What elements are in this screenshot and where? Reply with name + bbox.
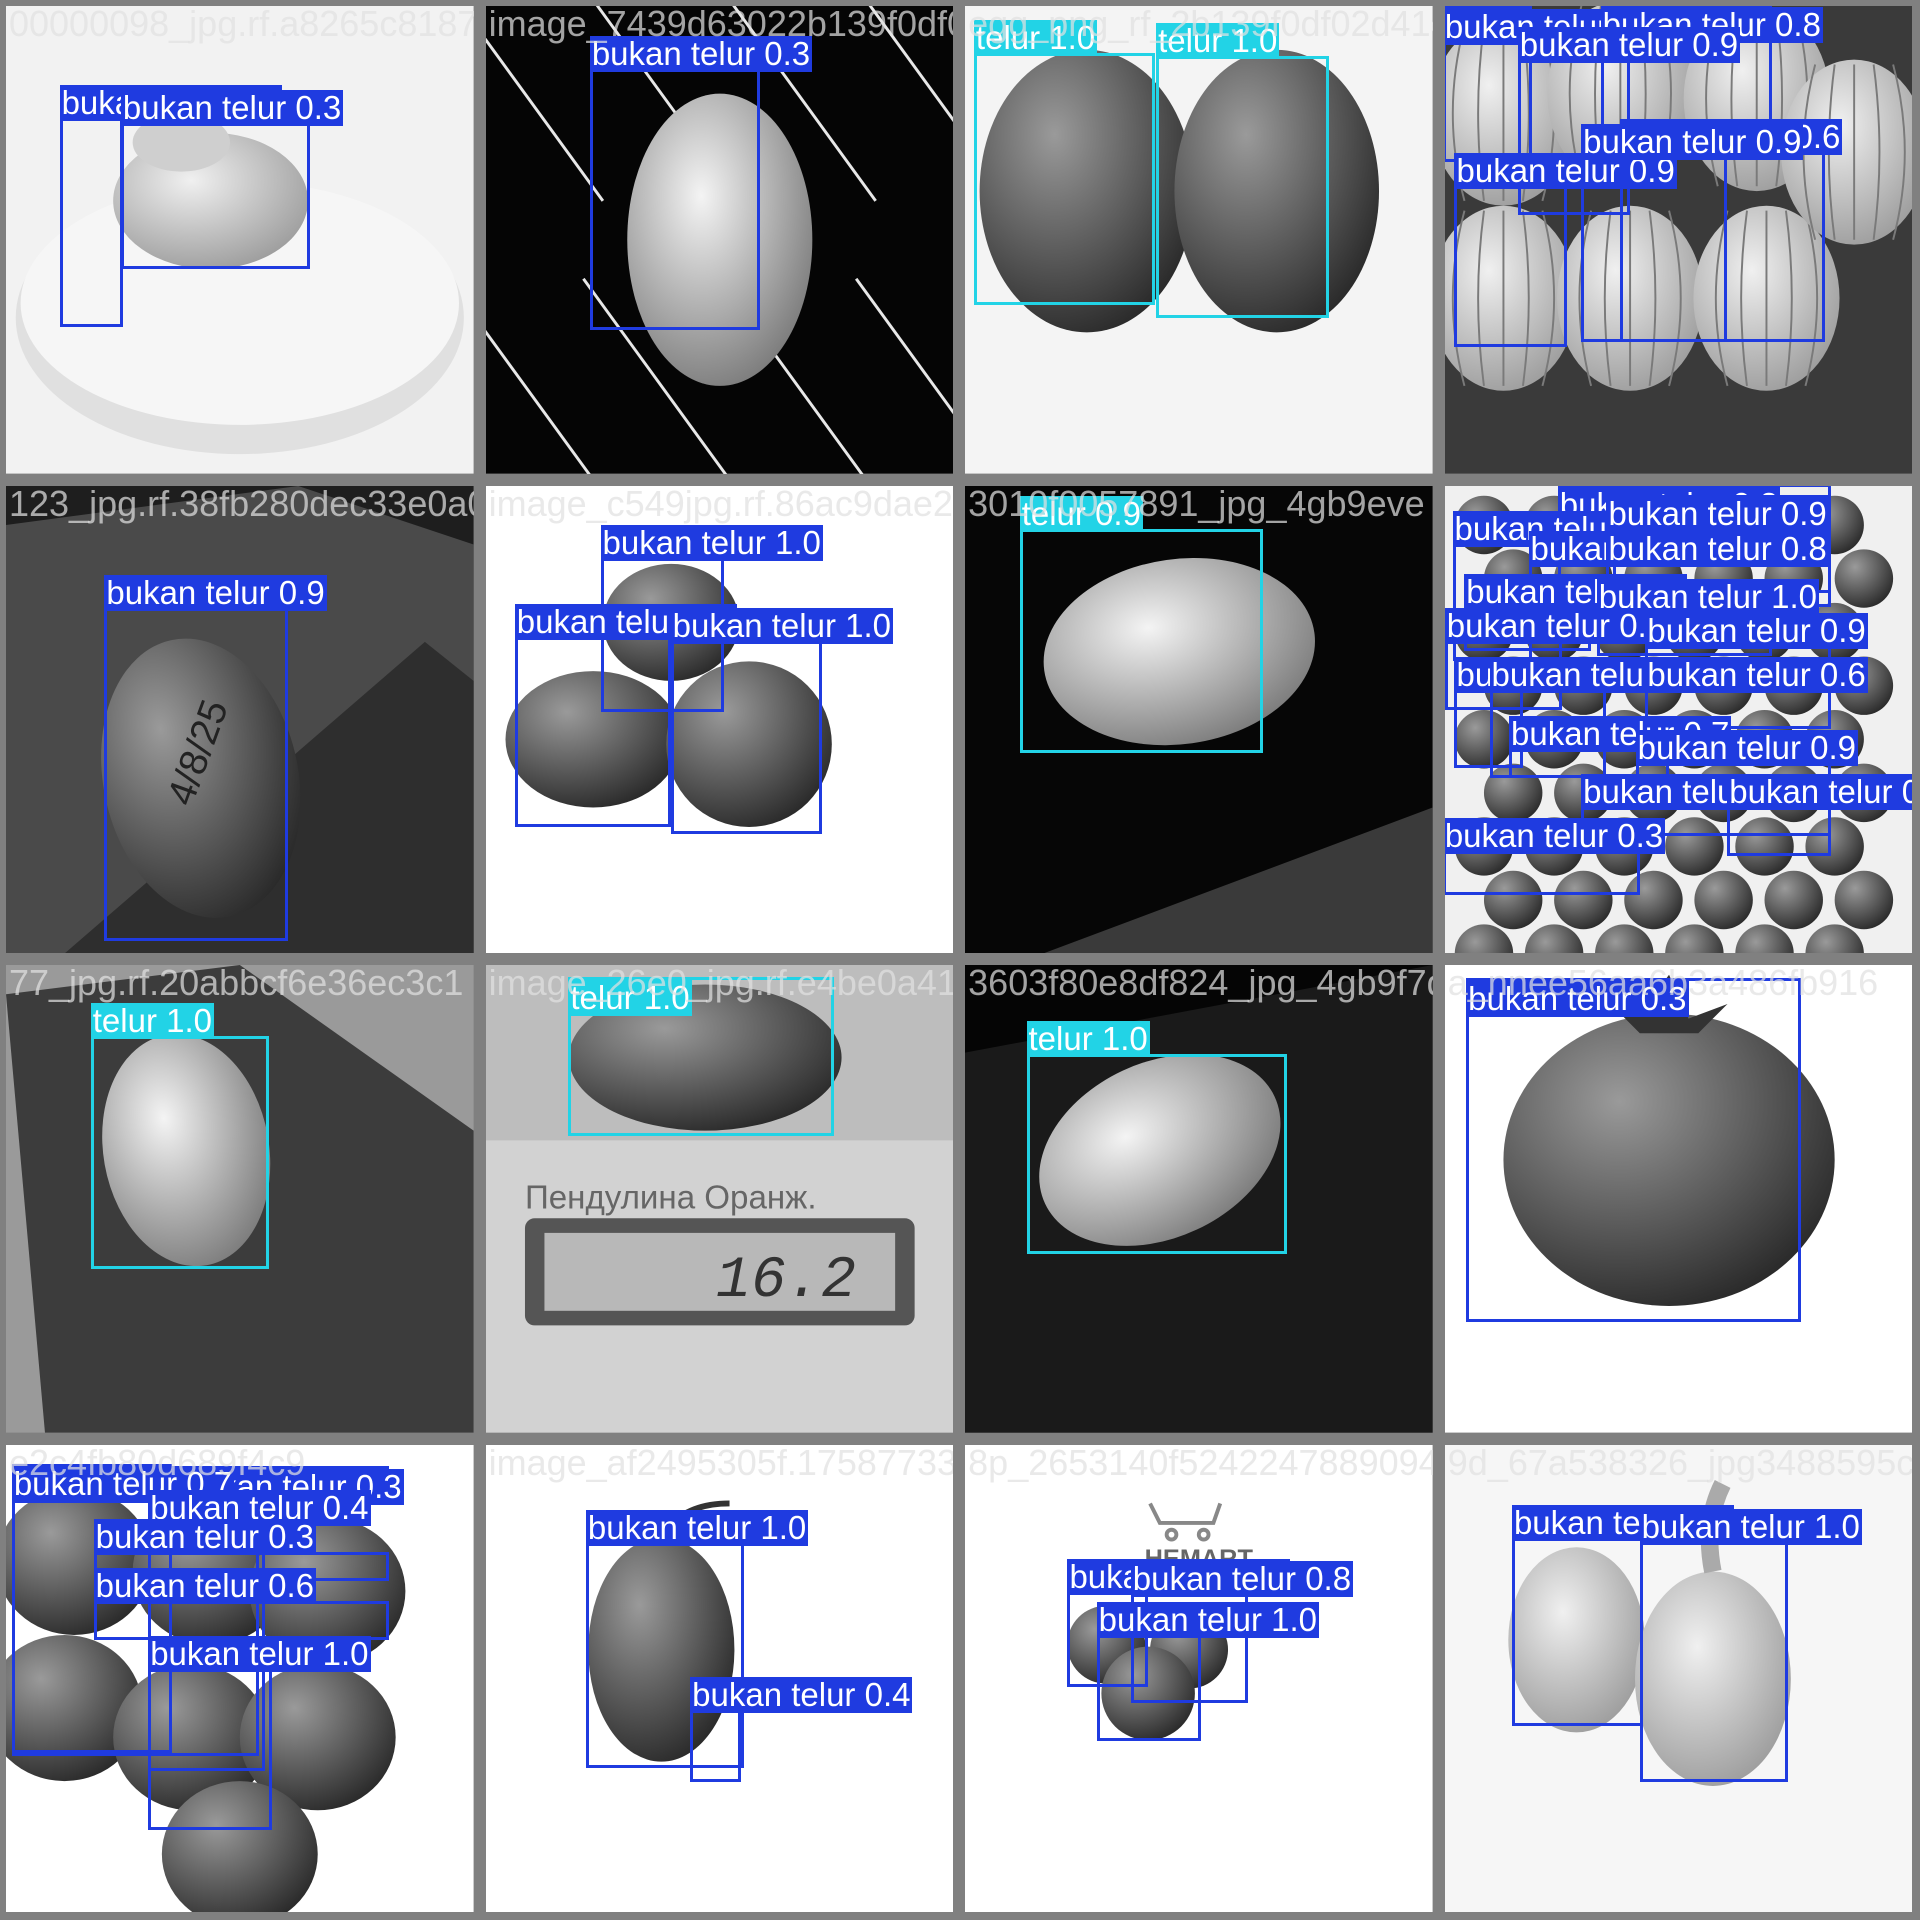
detection-box: telur 1.0	[973, 19, 1156, 306]
detection-label: bukan telur 0.3	[120, 88, 344, 126]
detection-label: bukan telur 0.9	[1581, 122, 1804, 160]
detection-box: bukan telur 1.0	[1639, 1509, 1862, 1782]
detection-label: telur 0.9	[1019, 495, 1143, 533]
detection-box: bukan telur 0.9	[1454, 153, 1677, 347]
result-tile: telur 0.9 3010f0057891_jpg_4gb9eve	[965, 485, 1433, 954]
detection-box: telur 1.0	[90, 1003, 269, 1270]
tile-image	[965, 485, 1433, 954]
detection-box: bukan telur 0.6	[93, 1567, 389, 1640]
detection-box: bukan telur 0.3	[1444, 817, 1666, 895]
result-tile: telur 1.0 telur 1.0 egg_png_rf_2b139f0df02…	[965, 5, 1433, 474]
detection-box: bukan telur 0.9	[1635, 730, 1858, 798]
result-tile: 4/8/25 bukan telur 0.9 123_jpg.rf.38fb280d…	[5, 485, 474, 954]
detection-box: telur 1.0	[1156, 22, 1329, 318]
detection-label: bukan telur 0.3	[589, 35, 813, 73]
scale-brand: Пендулина Оранж.	[525, 1180, 817, 1217]
detection-label: bukan telur 0.7	[11, 1465, 235, 1503]
detection-label: bukan telur 0.3	[93, 1517, 316, 1555]
detection-box: bukan telur 0.8	[1130, 1560, 1354, 1703]
result-tile: bukan telur 1.0 bukan telur 1.0 bukan telu…	[485, 485, 954, 954]
tile-image	[1444, 965, 1913, 1433]
detection-label: bukan telur 1.0	[148, 1634, 371, 1672]
detection-box: bukan telur 0.3	[589, 36, 813, 331]
detection-label: bukan telur 1.0	[600, 523, 823, 561]
detection-box: telur 0.9	[1019, 496, 1264, 754]
detection-label: bukan telur 0.8	[1130, 1559, 1354, 1597]
detection-label: bukan telur 0.6	[1645, 656, 1868, 694]
detection-label: bukan telur 0.9	[1606, 495, 1829, 533]
detection-box: bukan telur 0.9	[1517, 26, 1741, 216]
detection-box: bukan telur 0.6	[1645, 657, 1868, 730]
detection-label: bukan telur 0.6	[93, 1566, 316, 1604]
result-tile: bukan telur 0.3 bukan telur 0.6 bukan telu…	[1444, 485, 1913, 954]
detection-box: bukan telur 0.9	[1581, 123, 1804, 343]
result-tile: bukan telur 0.3 image_7439d63022b139f0df0…	[485, 5, 954, 474]
detection-box: bukan telur 0.9	[104, 575, 327, 942]
detection-label: bukan telur 0.3	[1444, 816, 1666, 854]
detection-label: telur 1.0	[90, 1002, 214, 1040]
detection-label: telur 1.0	[973, 18, 1098, 56]
result-tile: bukan telur 1.0 bukan telur 0.4 image_af24…	[485, 1444, 954, 1913]
detection-label: bukan telur 0.9	[1645, 612, 1868, 650]
tile-image	[485, 485, 954, 954]
detection-label: bukan telur 0.9	[1635, 729, 1858, 767]
detection-box: bukan telur 0.3	[120, 89, 344, 269]
result-tile: telur 1.0 3603f80e8df824_jpg_4gb9f7d	[965, 965, 1433, 1433]
result-tile: 16.2 Пендулина Оранж. telur 1.0 image_26e0_…	[485, 965, 954, 1433]
result-tile: bukan telur 0.3 a_nnee56aa6b3a486fb916	[1444, 965, 1913, 1433]
detection-box: bukan telur 0.8	[1511, 1505, 1735, 1727]
detection-label: bukan telur 1.0	[1596, 578, 1820, 616]
result-tile: bukan telur 0.8 bukan telur 1.0 9d_67a5383…	[1444, 1444, 1913, 1913]
detection-label: telur 1.0	[568, 978, 692, 1016]
detection-label: bukan telur 1.0	[585, 1509, 809, 1547]
detection-box: bukan telur 1.0	[585, 1510, 809, 1769]
detection-label: bukan telur 0.8	[1606, 529, 1829, 567]
detection-box: bukan telur 0.3	[59, 85, 282, 328]
detection-label: bukan telur 0.4	[1727, 774, 1913, 811]
result-tile: telur 1.0 77_jpg.rf.20abbcf6e36ec3c1	[5, 965, 474, 1433]
detection-label: bukan telur 0.3	[1466, 979, 1689, 1017]
detection-box: bukan telur 1.0	[514, 603, 738, 827]
detection-box: telur 1.0	[568, 976, 835, 1136]
tile-image: 16.2 Пендулина Оранж.	[485, 965, 954, 1433]
detection-label: bukan telur 1.0	[1639, 1508, 1862, 1546]
detection-box: bukan telur 1.0	[1096, 1601, 1319, 1741]
tile-image	[5, 1444, 474, 1913]
detection-label: bukan telur 0.9	[1444, 607, 1668, 645]
detection-box: bukan telur 0.4	[1727, 774, 1913, 856]
scale-display: 16.2	[715, 1247, 855, 1314]
detection-box: telur 1.0	[1026, 1020, 1287, 1254]
detection-box: bukan telur 1.0	[148, 1635, 371, 1830]
detection-box: bukan telur 1.0	[670, 608, 893, 835]
detection-box: bukan telur 0.3	[1466, 977, 1802, 1322]
detection-label: telur 1.0	[1026, 1019, 1150, 1057]
detection-label: bukan telur 1.0	[670, 607, 893, 645]
detection-box: bukan telur 0.4	[690, 1676, 913, 1782]
detection-label: bukan telur 0.9	[1517, 25, 1741, 63]
detection-label: bukan telur 0.4	[690, 1675, 913, 1713]
tile-image	[485, 5, 954, 474]
detection-label: telur 1.0	[1156, 21, 1280, 59]
detection-box: bukan telur 0.9	[1444, 608, 1668, 710]
detection-label: bukan telur 0.9	[104, 574, 327, 612]
detection-box: bukan telur 0.7	[11, 1466, 260, 1757]
tile-image	[5, 965, 474, 1433]
tile-image	[5, 5, 474, 474]
detection-label: bukan telur 1.0	[1096, 1600, 1319, 1638]
